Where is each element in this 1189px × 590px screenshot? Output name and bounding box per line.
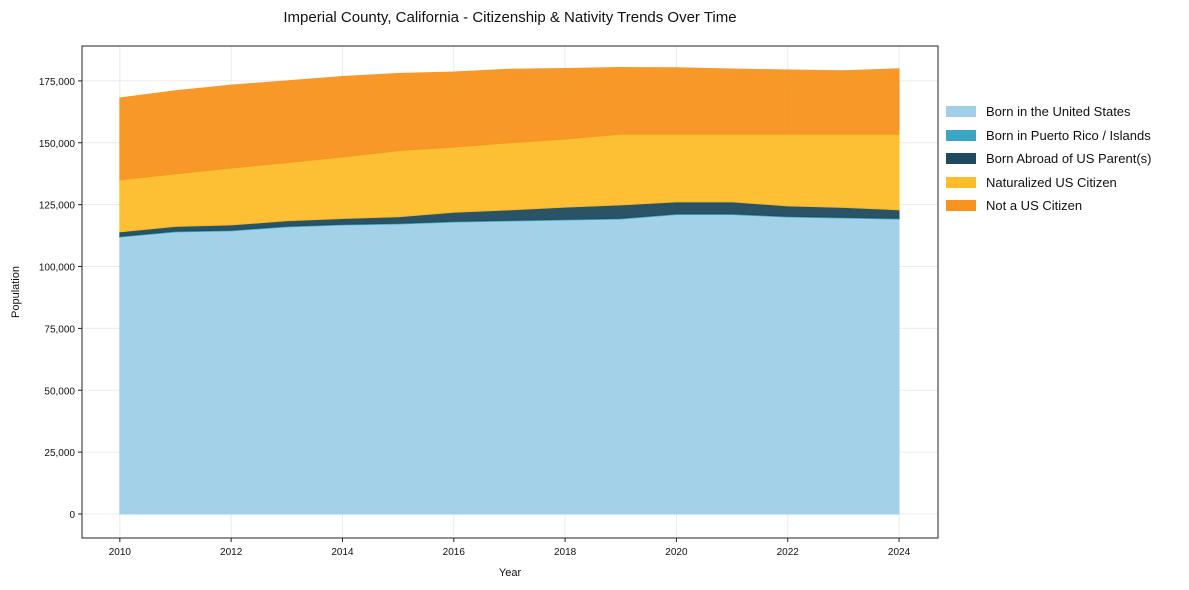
legend-item: Born Abroad of US Parent(s) — [946, 147, 1160, 171]
x-tick-label: 2016 — [443, 547, 466, 558]
y-tick-label: 175,000 — [39, 77, 76, 88]
x-tick-label: 2020 — [665, 547, 688, 558]
plot-frame — [81, 45, 939, 539]
y-tick-label: 25,000 — [44, 448, 75, 459]
y-tick-label: 0 — [69, 510, 75, 521]
y-tick-label: 50,000 — [44, 386, 75, 397]
legend-item: Born in the United States — [946, 100, 1160, 124]
legend-swatch — [946, 106, 976, 118]
x-tick-label: 2014 — [331, 547, 354, 558]
legend-swatch — [946, 200, 976, 212]
x-tick-label: 2018 — [554, 547, 577, 558]
legend-swatch — [946, 129, 976, 141]
area-born-in-the-united-states — [119, 214, 900, 515]
x-tick-label: 2012 — [220, 547, 243, 558]
y-tick-label: 100,000 — [39, 263, 76, 274]
y-axis-label: Population — [10, 266, 22, 318]
legend-label: Born Abroad of US Parent(s) — [986, 151, 1152, 167]
legend-label: Born in Puerto Rico / Islands — [986, 127, 1151, 143]
legend-label: Born in the United States — [986, 104, 1131, 120]
y-tick-label: 125,000 — [39, 201, 76, 212]
y-tick-label: 150,000 — [39, 139, 76, 150]
legend-swatch — [946, 176, 976, 188]
legend-item: Born in Puerto Rico / Islands — [946, 124, 1160, 148]
chart-title: Imperial County, California - Citizenshi… — [283, 9, 737, 26]
y-tick-label: 75,000 — [44, 324, 75, 335]
legend-item: Not a US Citizen — [946, 194, 1160, 218]
legend: Born in the United States Born in Puerto … — [946, 100, 1160, 218]
x-axis-label: Year — [499, 567, 522, 579]
x-tick-label: 2022 — [777, 547, 800, 558]
legend-item: Naturalized US Citizen — [946, 171, 1160, 195]
x-tick-label: 2024 — [888, 547, 911, 558]
legend-swatch — [946, 153, 976, 165]
area-not-a-us-citizen — [119, 67, 900, 181]
legend-label: Naturalized US Citizen — [986, 174, 1117, 190]
legend-label: Not a US Citizen — [986, 198, 1083, 214]
x-tick-label: 2010 — [109, 547, 132, 558]
